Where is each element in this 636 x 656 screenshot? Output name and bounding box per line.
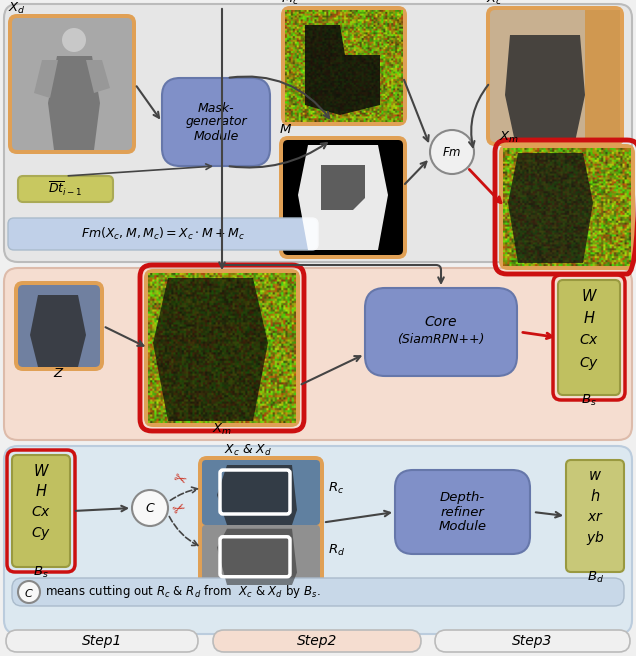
Text: Mask-: Mask- [198, 102, 234, 115]
Polygon shape [34, 60, 58, 98]
Text: $X_m$: $X_m$ [499, 130, 519, 145]
Text: Step1: Step1 [82, 634, 122, 648]
FancyBboxPatch shape [18, 285, 100, 367]
FancyBboxPatch shape [162, 78, 270, 166]
Polygon shape [305, 25, 380, 115]
FancyBboxPatch shape [490, 10, 620, 142]
Text: $C$: $C$ [144, 502, 155, 516]
FancyBboxPatch shape [566, 460, 624, 572]
Text: ✂: ✂ [170, 470, 188, 489]
FancyBboxPatch shape [12, 455, 70, 567]
Polygon shape [217, 465, 297, 525]
FancyBboxPatch shape [558, 280, 620, 395]
FancyBboxPatch shape [279, 136, 407, 259]
Text: $h$: $h$ [590, 488, 600, 504]
Text: $Cy$: $Cy$ [579, 354, 599, 371]
FancyBboxPatch shape [18, 176, 113, 202]
Text: $w$: $w$ [588, 468, 602, 483]
Text: Step2: Step2 [297, 634, 337, 648]
FancyBboxPatch shape [4, 446, 632, 634]
Text: $B_s$: $B_s$ [33, 565, 49, 580]
Text: Module: Module [193, 129, 238, 142]
Text: $X_c$ & $X_d$: $X_c$ & $X_d$ [224, 443, 272, 458]
Text: Module: Module [438, 520, 487, 533]
Text: $yb$: $yb$ [586, 529, 604, 547]
Text: $Cy$: $Cy$ [31, 525, 51, 541]
FancyBboxPatch shape [365, 288, 517, 376]
Polygon shape [30, 295, 86, 367]
Text: $B_s$: $B_s$ [581, 393, 597, 408]
FancyBboxPatch shape [14, 281, 104, 371]
FancyBboxPatch shape [202, 460, 320, 525]
Circle shape [18, 581, 40, 603]
FancyBboxPatch shape [12, 18, 132, 150]
Polygon shape [217, 529, 297, 585]
FancyBboxPatch shape [12, 578, 624, 606]
Text: $xr$: $xr$ [586, 510, 604, 524]
Polygon shape [86, 60, 110, 93]
Text: $M$: $M$ [279, 123, 292, 136]
Text: $H$: $H$ [35, 483, 47, 499]
Text: $W$: $W$ [581, 288, 597, 304]
FancyBboxPatch shape [395, 470, 530, 554]
Circle shape [62, 28, 86, 52]
FancyBboxPatch shape [213, 630, 421, 652]
Text: $Fm(X_c, M, M_c) = X_c \cdot M + M_c$: $Fm(X_c, M, M_c) = X_c \cdot M + M_c$ [81, 226, 245, 242]
Text: $Z$: $Z$ [53, 367, 65, 380]
Polygon shape [505, 35, 585, 142]
Text: ✂: ✂ [170, 500, 188, 519]
Text: $M_c$: $M_c$ [281, 0, 300, 7]
FancyBboxPatch shape [499, 144, 635, 270]
Text: $Cx$: $Cx$ [31, 505, 51, 519]
Text: $B_d$: $B_d$ [586, 570, 604, 585]
FancyBboxPatch shape [4, 4, 632, 262]
Polygon shape [298, 145, 388, 250]
Text: (SiamRPN++): (SiamRPN++) [398, 333, 485, 346]
Text: refiner: refiner [441, 506, 485, 518]
Polygon shape [508, 153, 593, 263]
Text: $Fm$: $Fm$ [442, 146, 462, 159]
Text: $X_c$: $X_c$ [486, 0, 502, 7]
Text: $Cx$: $Cx$ [579, 333, 599, 347]
FancyBboxPatch shape [202, 525, 320, 585]
Circle shape [430, 130, 474, 174]
FancyBboxPatch shape [585, 10, 620, 142]
FancyBboxPatch shape [486, 6, 624, 146]
FancyBboxPatch shape [281, 6, 407, 126]
FancyBboxPatch shape [144, 269, 300, 427]
Circle shape [132, 490, 168, 526]
Text: $H$: $H$ [583, 310, 595, 326]
FancyBboxPatch shape [6, 630, 198, 652]
Text: Step3: Step3 [513, 634, 553, 648]
Text: $X_d$: $X_d$ [8, 1, 25, 16]
FancyBboxPatch shape [198, 456, 324, 589]
Text: $W$: $W$ [32, 463, 50, 479]
Text: $R_c$: $R_c$ [328, 481, 344, 496]
FancyBboxPatch shape [435, 630, 630, 652]
Text: $X_m$: $X_m$ [212, 422, 232, 437]
Text: $R_d$: $R_d$ [328, 543, 345, 558]
Polygon shape [48, 56, 100, 150]
Text: $C$: $C$ [24, 587, 34, 599]
Text: $\overline{Dt}_{i-1}$: $\overline{Dt}_{i-1}$ [48, 180, 83, 198]
FancyBboxPatch shape [8, 218, 318, 250]
Text: Core: Core [425, 315, 457, 329]
FancyBboxPatch shape [283, 140, 403, 255]
Polygon shape [321, 165, 365, 210]
Text: generator: generator [185, 115, 247, 129]
FancyBboxPatch shape [8, 14, 136, 154]
Polygon shape [153, 278, 268, 421]
FancyBboxPatch shape [4, 268, 632, 440]
Text: Depth-: Depth- [440, 491, 485, 504]
Text: means cutting out $R_c$ & $R_d$ from  $X_c$ & $X_d$ by $B_s.$: means cutting out $R_c$ & $R_d$ from $X_… [45, 583, 321, 600]
